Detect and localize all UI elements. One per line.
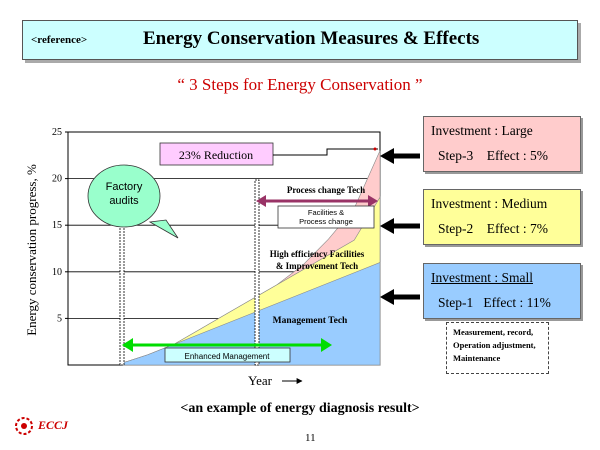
footer-caption: <an example of energy diagnosis result> — [180, 401, 420, 416]
step1-investment: Investment : Small — [431, 270, 533, 285]
note-line3: Maintenance — [453, 353, 501, 363]
eccj-logo: ECCJ — [14, 416, 134, 436]
reference-label: <reference> — [31, 34, 88, 46]
step1-arrow-shaft — [392, 294, 420, 300]
subtitle: “ 3 Steps for Energy Conservation ” — [177, 75, 423, 94]
area-management — [121, 262, 381, 366]
management-label: Management Tech — [273, 316, 348, 326]
step3-box: Investment : Large Step-3 Effect : 5% — [423, 116, 581, 172]
facilities-box — [277, 205, 375, 229]
y-tick-label: 5 — [57, 313, 62, 324]
phase-marker — [119, 219, 125, 366]
step3-arrow-head — [380, 148, 394, 164]
step2-arrow-shaft — [392, 223, 420, 229]
title-banner: <reference> Energy Conservation Measures… — [22, 20, 578, 60]
step1-effect-line: Step-1 Effect : 11% — [438, 295, 551, 311]
facilities-label-line1: Facilities & — [308, 208, 344, 217]
note-line1: Measurement, record, — [453, 327, 534, 337]
step3-investment: Investment : Large — [431, 123, 533, 138]
step2-box: Investment : Medium Step-2 Effect : 7% — [423, 189, 581, 245]
step1-label: Step-1 — [438, 295, 474, 310]
y-tick-label: 10 — [52, 267, 62, 278]
enhanced-arrow-right — [321, 338, 332, 352]
reduction-box — [159, 142, 274, 166]
step1-effect: Effect : 11% — [483, 295, 551, 310]
step3-arrow-shaft — [392, 153, 420, 159]
enhanced-box — [164, 347, 291, 363]
logo-text: ECCJ — [38, 418, 69, 432]
x-axis-title: Year — [248, 373, 273, 388]
high-eff-label-line2: & Improvement Tech — [276, 261, 358, 271]
factory-audits-line1: Factory — [106, 181, 143, 193]
step3-effect-line: Step-3 Effect : 5% — [438, 148, 548, 164]
phase-marker — [254, 179, 260, 366]
step2-arrow-head — [380, 218, 394, 234]
factory-audits-bubble — [87, 164, 161, 228]
step1-arrow-head — [380, 289, 394, 305]
process-change-arrow-left — [256, 195, 266, 207]
y-axis-title: Energy conservation progress, % — [24, 164, 39, 336]
step3-label: Step-3 — [438, 148, 474, 163]
bubble-tail — [148, 219, 179, 239]
step2-label: Step-2 — [438, 221, 474, 236]
factory-audits-line2: audits — [109, 195, 139, 207]
enhanced-label: Enhanced Management — [185, 352, 271, 361]
y-tick-label: 20 — [52, 174, 62, 185]
process-change-arrow-right — [368, 195, 378, 207]
page-title: Energy Conservation Measures & Effects — [143, 28, 480, 49]
y-tick-label: 25 — [52, 127, 62, 138]
step2-effect-line: Step-2 Effect : 7% — [438, 221, 548, 237]
high-eff-label-line1: High efficiency Facilities — [270, 249, 365, 259]
step2-effect: Effect : 7% — [486, 221, 548, 236]
step1-box: Investment : Small Step-1 Effect : 11% — [423, 263, 581, 319]
reduction-label: 23% Reduction — [179, 148, 253, 162]
note-line2: Operation adjustment, — [453, 340, 536, 350]
reduction-leader — [273, 148, 378, 156]
enhanced-arrow-left — [122, 338, 133, 352]
step3-effect: Effect : 5% — [486, 148, 548, 163]
facilities-label-line2: Process change — [299, 217, 353, 226]
process-change-label: Process change Tech — [287, 185, 365, 195]
eccj-logo-icon — [15, 417, 33, 435]
page-number: 11 — [305, 432, 316, 444]
step2-investment: Investment : Medium — [431, 196, 548, 211]
step1-note: Measurement, record, Operation adjustmen… — [446, 322, 549, 374]
y-tick-label: 15 — [52, 220, 62, 231]
top-dot — [373, 147, 377, 151]
